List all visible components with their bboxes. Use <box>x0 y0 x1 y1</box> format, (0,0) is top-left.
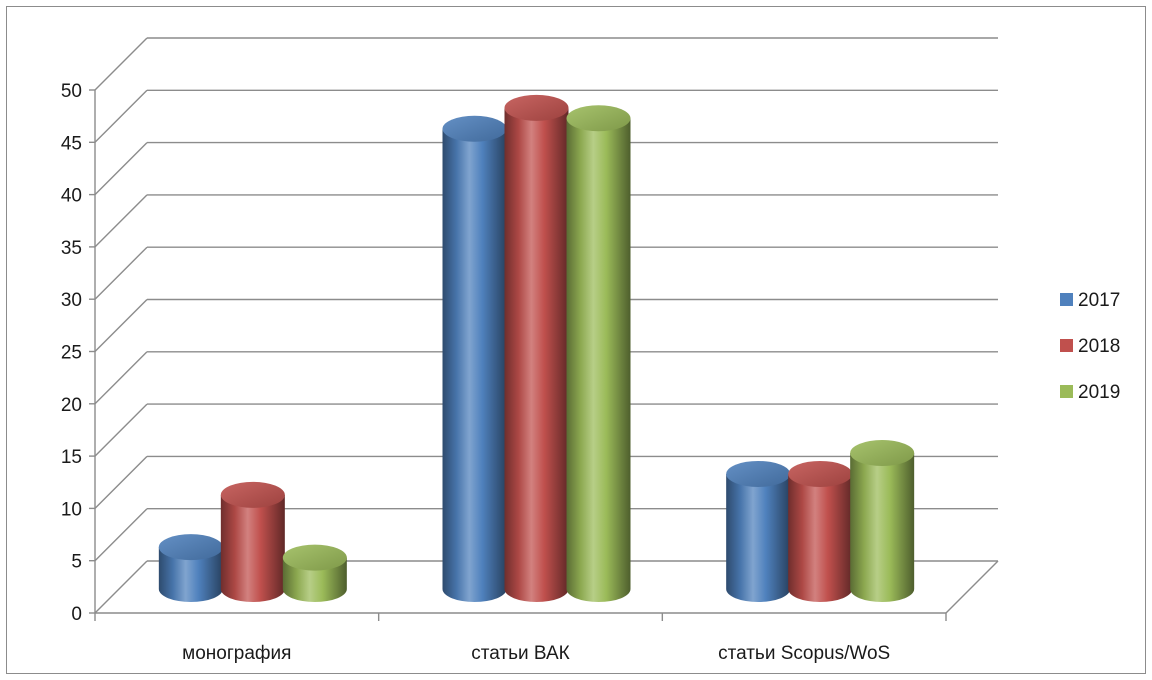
gridline-side <box>94 37 148 91</box>
bar-body <box>158 547 223 602</box>
bar-2018-0 <box>220 481 285 602</box>
bar-top <box>726 460 791 487</box>
category-label: монография <box>182 643 291 664</box>
gridline-side <box>94 455 148 509</box>
y-tick-label: 0 <box>71 604 82 625</box>
bars-layer <box>158 94 915 603</box>
legend-swatch <box>1060 385 1073 398</box>
gridline-side <box>94 142 148 196</box>
bar-2019-1 <box>566 105 631 603</box>
gridline-side <box>94 89 148 143</box>
category-labels: монография статьи ВАК статьи Scopus/WoS <box>182 643 890 664</box>
bar-top <box>158 534 223 561</box>
bar-top <box>442 115 507 142</box>
bar-2017-0 <box>158 534 223 602</box>
bar-2018-2 <box>788 460 853 602</box>
legend-swatch <box>1060 339 1073 352</box>
legend-swatch <box>1060 293 1073 306</box>
bar-top <box>788 460 853 487</box>
legend-label: 2018 <box>1078 336 1120 357</box>
bar-body <box>566 118 631 603</box>
bar-2018-1 <box>504 94 569 602</box>
gridline-side <box>94 246 148 300</box>
floor-right-edge <box>945 560 999 614</box>
category-label: статьи Scopus/WoS <box>718 643 890 664</box>
legend-label: 2019 <box>1078 382 1120 403</box>
y-tick-label: 30 <box>61 290 82 311</box>
bar-body <box>504 107 569 602</box>
bar-2019-0 <box>282 544 347 602</box>
gridline-side <box>94 194 148 248</box>
bar-2019-2 <box>850 440 915 602</box>
bar-top <box>566 105 631 132</box>
y-tick-label: 10 <box>61 499 82 520</box>
y-tick-label: 45 <box>61 133 82 154</box>
bar-top <box>504 94 569 121</box>
y-tick-label: 25 <box>61 343 82 364</box>
bar-body <box>850 453 915 602</box>
y-tick-label: 20 <box>61 395 82 416</box>
y-tick-labels: 0 5 10 15 20 25 30 35 40 45 50 <box>61 81 82 625</box>
y-tick-label: 5 <box>71 552 82 573</box>
gridline-side <box>94 351 148 405</box>
bar-2017-2 <box>726 460 791 602</box>
gridline-side <box>94 299 148 352</box>
gridline-side <box>94 403 148 457</box>
y-tick-label: 50 <box>61 81 82 102</box>
legend: 2017 2018 2019 <box>1060 290 1120 403</box>
gridline-side <box>94 508 148 562</box>
bar-top <box>220 481 285 508</box>
bar-top <box>850 440 915 467</box>
floor-left-edge <box>94 560 148 614</box>
bar-top <box>282 544 347 571</box>
legend-label: 2017 <box>1078 290 1120 311</box>
y-tick-label: 40 <box>61 186 82 207</box>
category-label: статьи ВАК <box>471 643 569 664</box>
bar-body <box>726 473 791 602</box>
bar-2017-1 <box>442 115 507 602</box>
bar-body <box>442 128 507 602</box>
y-tick-label: 35 <box>61 238 82 259</box>
bar-body <box>220 494 285 602</box>
y-tick-label: 15 <box>61 447 82 468</box>
bar-body <box>788 473 853 602</box>
